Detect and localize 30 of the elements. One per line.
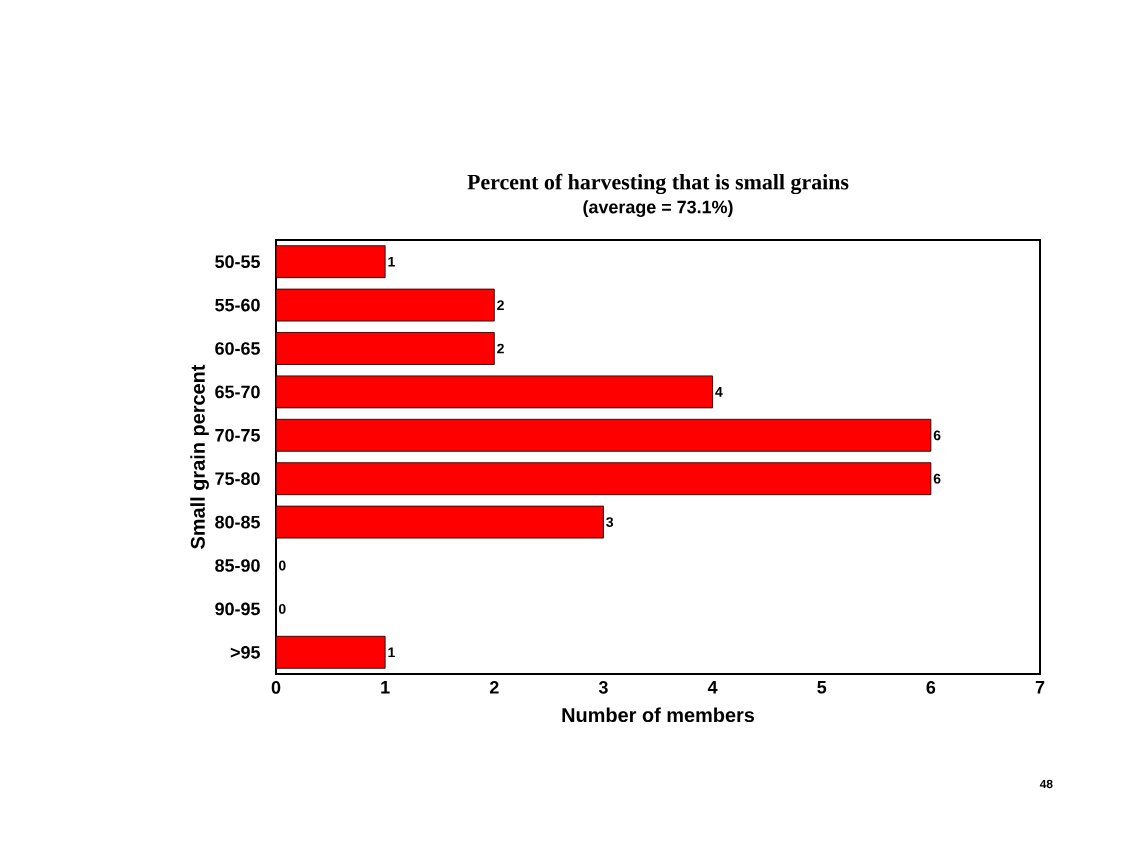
x-tick-label: 5 [817, 681, 827, 694]
y-tick-label: 80-85 [215, 515, 260, 529]
bar [276, 418, 932, 452]
bar [276, 505, 604, 539]
y-tick-label: 55-60 [215, 298, 260, 312]
y-tick-label: 60-65 [215, 342, 260, 355]
x-tick-label: 6 [926, 681, 936, 694]
y-tick-label: 75-80 [215, 472, 260, 486]
y-tick-label: 90-95 [215, 602, 260, 616]
x-tick-label: 7 [1035, 681, 1045, 694]
bar [276, 288, 495, 322]
x-tick-label: 2 [489, 681, 499, 694]
y-tick-label: 85-90 [215, 559, 260, 572]
bar [276, 635, 386, 669]
x-tick-label: 1 [381, 681, 390, 694]
bar [276, 245, 386, 279]
bar [276, 375, 713, 409]
y-tick-label: 70-75 [215, 428, 260, 442]
y-tick-label: 50-55 [215, 255, 260, 269]
y-tick-label: >95 [230, 645, 260, 659]
x-tick-label: 4 [707, 681, 718, 694]
x-tick-label: 0 [271, 681, 281, 694]
y-axis-title: Small grain percent [190, 364, 209, 549]
x-axis-title: Number of members [562, 707, 755, 723]
bar [276, 462, 932, 496]
chart-title: Percent of harvesting that is small grains [467, 173, 849, 195]
bar [276, 332, 495, 365]
y-tick-label: 65-70 [215, 385, 260, 399]
x-tick-label: 3 [598, 681, 608, 694]
chart-subtitle: (average = 73.1%) [583, 200, 733, 217]
